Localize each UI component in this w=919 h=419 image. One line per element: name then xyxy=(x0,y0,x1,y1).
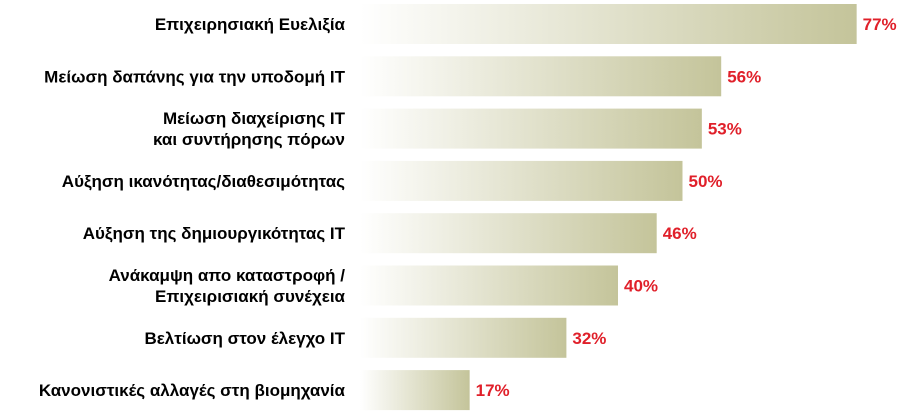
category-label-4: Αύξηση ικανότητας/διαθεσιμότητας xyxy=(62,172,345,191)
bar-3 xyxy=(360,108,702,149)
value-label-7: 32% xyxy=(572,329,606,348)
bar-4 xyxy=(360,160,683,201)
category-label-8: Κανονιστικές αλλαγές στη βιομηχανία xyxy=(39,381,346,400)
value-label-8: 17% xyxy=(476,381,510,400)
bar-6 xyxy=(360,265,618,306)
bar-2 xyxy=(360,56,722,97)
category-label-7: Βελτίωση στον έλεγχο ΙΤ xyxy=(144,329,345,348)
category-label-3: Μείωση διαχείρισης ΙΤ και συντήρησης πόρω… xyxy=(153,109,346,149)
value-labels-layer: 77% 56% 53% 50% 46% 40% 32% 17% xyxy=(476,15,897,400)
value-label-4: 50% xyxy=(689,172,723,191)
category-label-5: Αύξηση της δημιουργικότητας ΙΤ xyxy=(83,224,346,243)
category-labels-layer: Επιχειρησιακή Ευελιξία Μείωση δαπάνης για… xyxy=(39,15,346,400)
bars-layer xyxy=(360,4,857,411)
value-label-6: 40% xyxy=(624,277,658,296)
category-label-2: Μείωση δαπάνης για την υποδομή ΙΤ xyxy=(44,67,345,86)
value-label-5: 46% xyxy=(663,224,697,243)
category-label-1: Επιχειρησιακή Ευελιξία xyxy=(155,15,346,34)
value-label-3: 53% xyxy=(708,120,742,139)
value-label-1: 77% xyxy=(863,15,897,34)
bar-1 xyxy=(360,4,857,44)
category-label-6: Ανάκαμψη απο καταστροφή / Επιχειρισιακή σ… xyxy=(109,266,346,306)
bar-8 xyxy=(360,370,470,411)
value-label-2: 56% xyxy=(727,67,761,86)
bar-7 xyxy=(360,317,567,358)
bar-5 xyxy=(360,213,657,254)
